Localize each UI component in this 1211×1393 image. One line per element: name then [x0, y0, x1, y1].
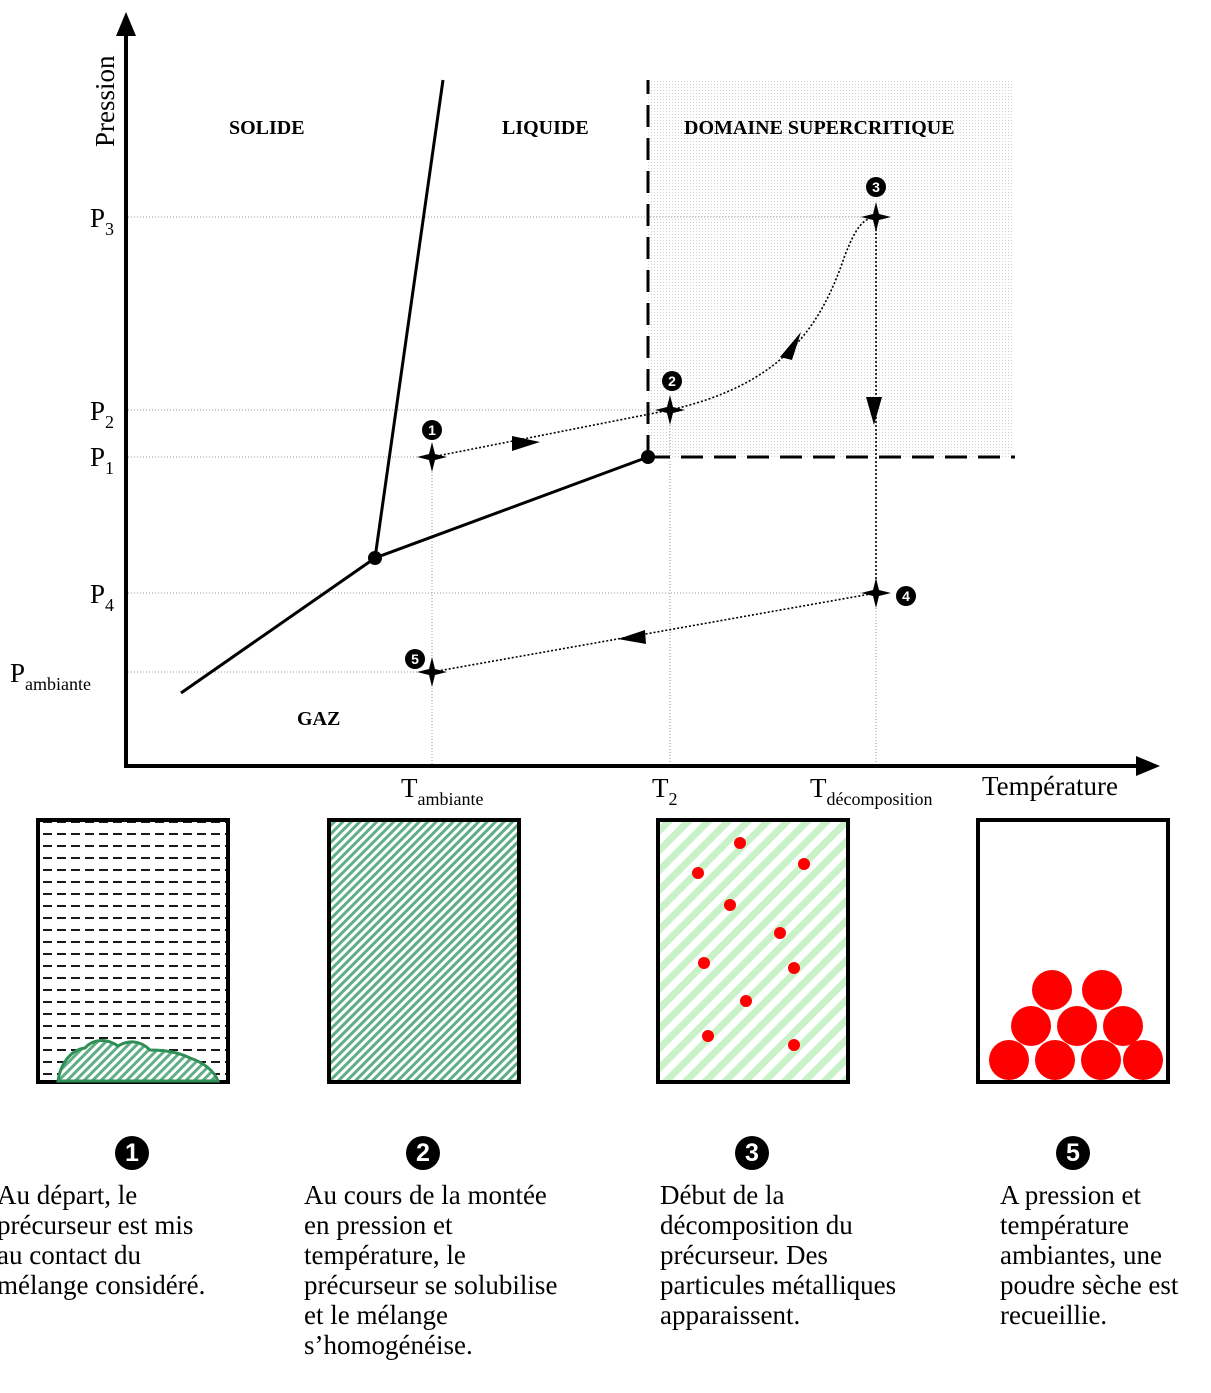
step-caption-5: A pression et température ambiantes, une…: [1000, 1180, 1179, 1330]
point-3-label: 3: [872, 179, 880, 195]
powder-particles: [989, 970, 1163, 1080]
critical-point: [641, 450, 655, 464]
metal-particles: [692, 837, 810, 1051]
x-tick-tdecomposition: Tdécomposition: [810, 773, 933, 809]
step-caption-1: Au départ, le précurseur est mis au cont…: [0, 1180, 206, 1300]
region-supercritique: DOMAINE SUPERCRITIQUE: [684, 117, 955, 139]
supercritical-shading: [648, 80, 1013, 457]
step-caption-2: Au cours de la montée en pression et tem…: [304, 1180, 558, 1360]
phase-boundaries: [180, 79, 649, 695]
y-tick-pambiante: Pambiante: [10, 658, 91, 694]
y-axis-arrow: [116, 12, 136, 36]
y-tick-p1: P1: [90, 442, 114, 478]
step-number-2: 2: [406, 1136, 440, 1170]
y-tick-p2: P2: [90, 396, 114, 432]
x-axis-label: Température: [982, 771, 1118, 801]
step-number-3: 3: [735, 1136, 769, 1170]
guide-lines: [128, 216, 877, 767]
step-caption-3: Début de la décomposition du précurseur.…: [660, 1180, 897, 1330]
star-markers: [417, 202, 891, 687]
step-box-2: [327, 818, 521, 1084]
y-axis-label: Pression: [90, 55, 120, 147]
y-tick-p4: P4: [90, 579, 114, 615]
point-2-label: 2: [668, 373, 676, 389]
step-number-5: 5: [1056, 1136, 1090, 1170]
point-4-label: 4: [902, 588, 910, 604]
step-box-1: [36, 818, 230, 1084]
supercritical-boundaries: [646, 80, 1015, 459]
point-1-label: 1: [428, 422, 436, 438]
precursor-deposit: [56, 1039, 221, 1083]
region-solide: SOLIDE: [229, 117, 305, 139]
step-box-5: [976, 818, 1170, 1084]
point-5-label: 5: [411, 651, 419, 667]
triple-point: [368, 551, 382, 565]
region-gaz: GAZ: [297, 708, 340, 730]
step-box-3: [656, 818, 850, 1084]
y-tick-p3: P3: [90, 203, 114, 239]
point-badges: 1 2 3 4 5: [405, 177, 916, 669]
path-arrows: [512, 332, 882, 644]
x-tick-t2: T2: [652, 773, 678, 809]
x-axis-arrow: [1136, 756, 1160, 776]
step-number-1: 1: [115, 1136, 149, 1170]
x-tick-tambiante: Tambiante: [401, 773, 483, 809]
region-liquide: LIQUIDE: [502, 117, 589, 139]
